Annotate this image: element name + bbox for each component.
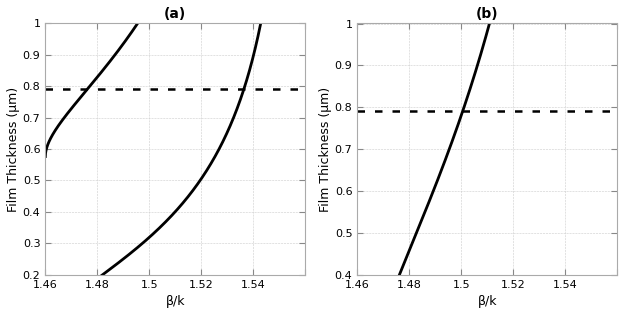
Title: (b): (b) <box>476 7 499 21</box>
X-axis label: β/k: β/k <box>165 295 185 308</box>
Y-axis label: Film Thickness (μm): Film Thickness (μm) <box>7 87 20 212</box>
X-axis label: β/k: β/k <box>477 295 497 308</box>
Y-axis label: Film Thickness (μm): Film Thickness (μm) <box>319 87 332 212</box>
Title: (a): (a) <box>164 7 187 21</box>
